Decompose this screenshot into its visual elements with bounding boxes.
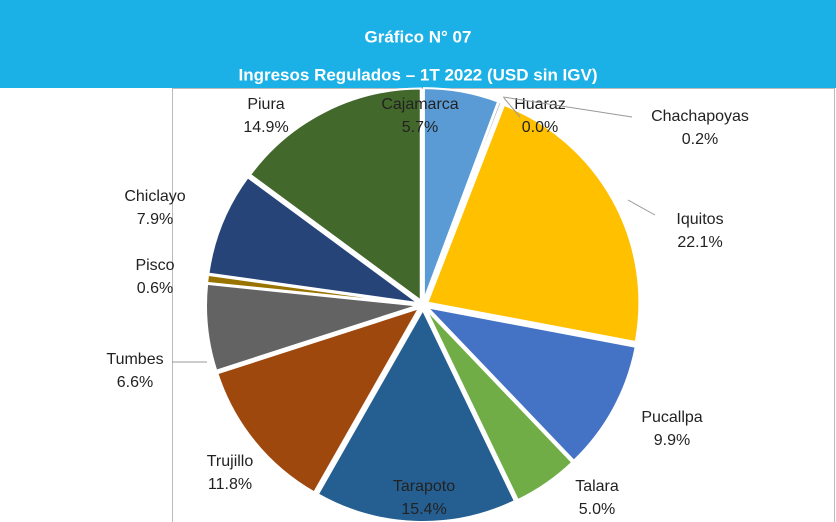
slice-label: Talara	[575, 478, 619, 495]
pie-slice	[424, 305, 637, 463]
slice-value-label: 15.4%	[401, 501, 446, 518]
slice-value-label: 0.0%	[522, 119, 558, 136]
slice-value-label: 0.2%	[682, 131, 718, 148]
slice-value-label: 6.6%	[117, 374, 153, 391]
slice-label: Piura	[247, 96, 284, 113]
pie-slice	[248, 87, 422, 303]
slice-label: Chiclayo	[124, 188, 185, 205]
pie-slice	[205, 282, 419, 372]
slice-label: Pisco	[135, 257, 174, 274]
slice-label: Huaraz	[514, 96, 566, 113]
slice-value-label: 5.0%	[579, 501, 615, 518]
slice-label: Cajamarca	[381, 96, 458, 113]
pie-slice	[426, 103, 641, 344]
pie-slice	[216, 306, 422, 494]
slice-value-label: 5.7%	[402, 119, 438, 136]
leader-line	[503, 97, 521, 118]
slice-label: Tumbes	[106, 351, 163, 368]
slice-label: Chachapoyas	[651, 108, 749, 125]
slice-label: Trujillo	[207, 453, 254, 470]
slice-value-label: 22.1%	[677, 234, 722, 251]
pie-slice	[207, 175, 419, 305]
slice-label: Pucallpa	[641, 409, 702, 426]
pie-slice	[423, 100, 503, 301]
slice-value-label: 14.9%	[243, 119, 288, 136]
slice-value-label: 0.6%	[137, 280, 173, 297]
chart-subtitle: Ingresos Regulados – 1T 2022 (USD sin IG…	[239, 65, 598, 84]
slice-value-label: 11.8%	[208, 476, 252, 493]
header-band	[0, 0, 836, 88]
slice-value-label: 7.9%	[137, 211, 173, 228]
leader-line	[627, 199, 656, 216]
slice-label: Tarapoto	[393, 478, 455, 495]
chart-title: Gráfico N° 07	[365, 27, 472, 46]
slice-label: Iquitos	[676, 211, 723, 228]
pie-slice	[206, 273, 419, 306]
slice-value-label: 9.9%	[654, 432, 690, 449]
pie-slice	[424, 308, 574, 502]
leader-line	[502, 96, 633, 118]
